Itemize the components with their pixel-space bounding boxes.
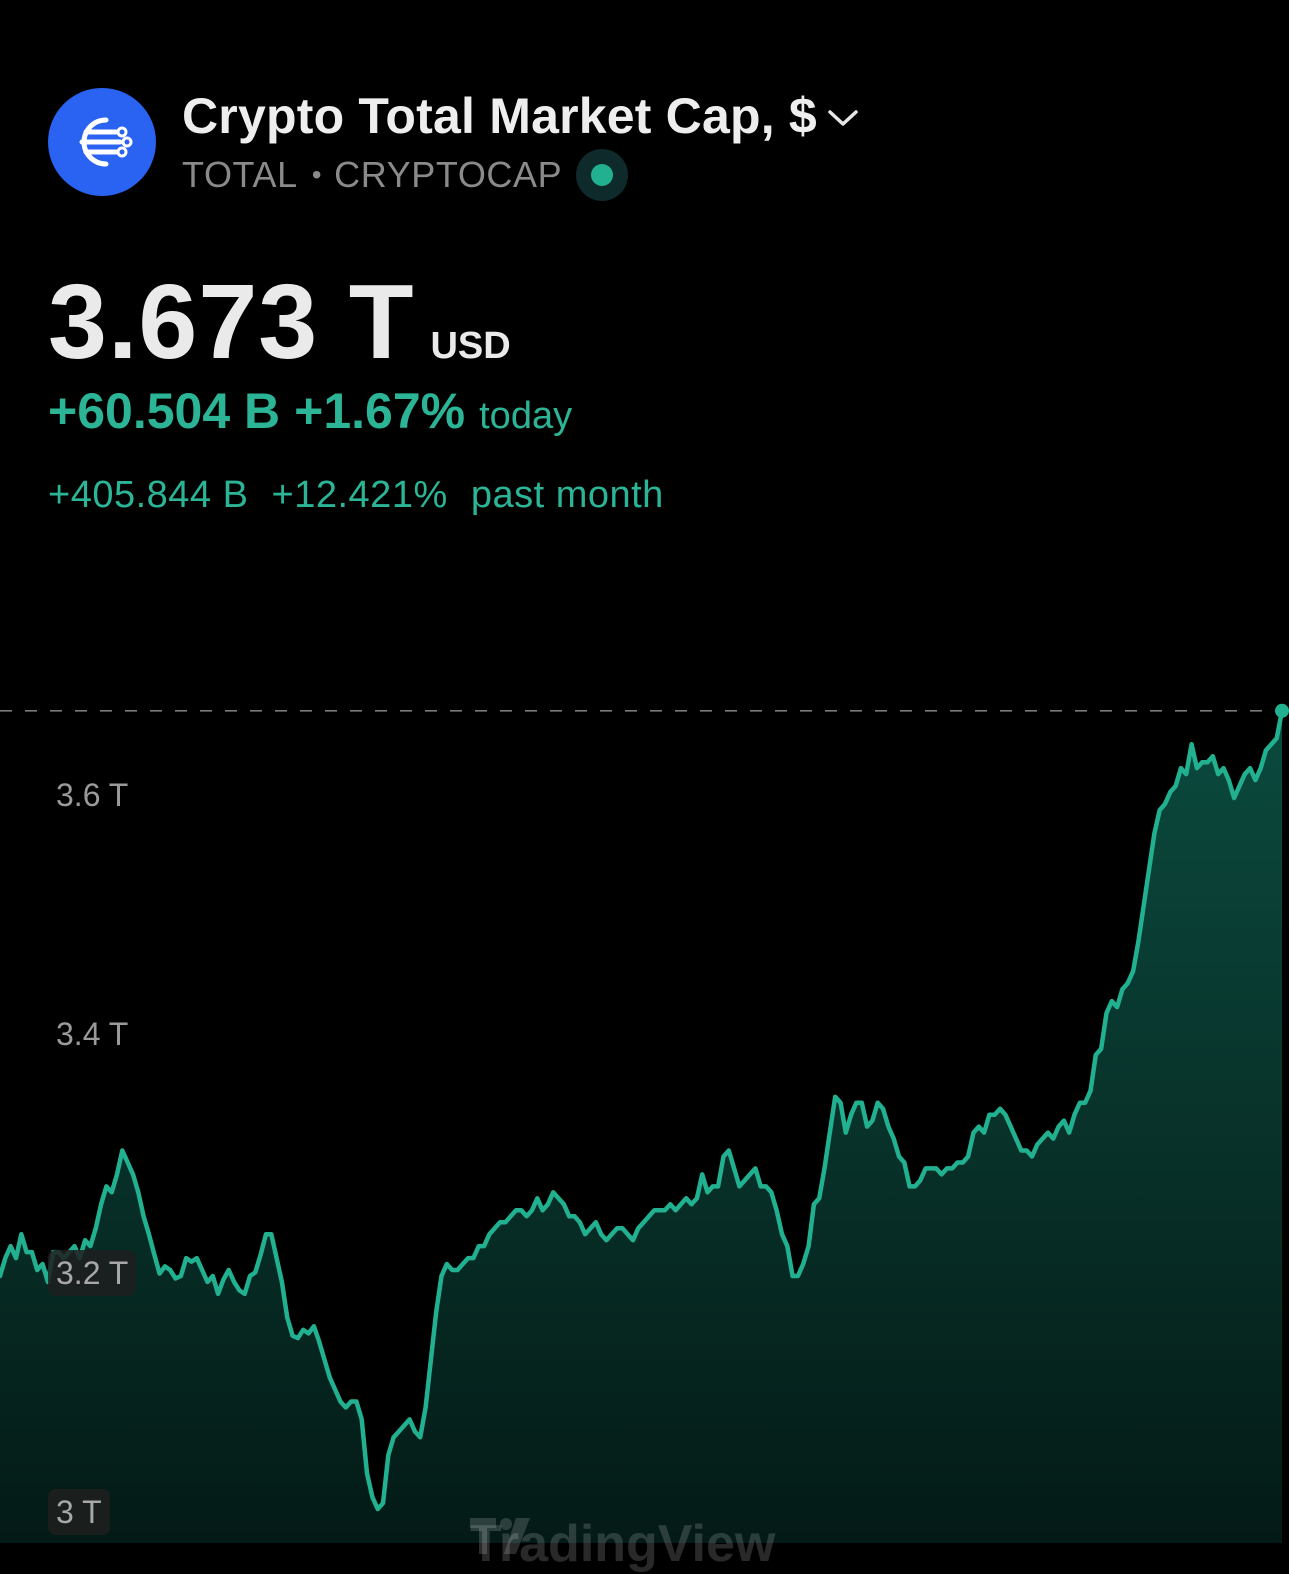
last-point-marker [1275, 703, 1289, 718]
last-price: 3.673 T USD [48, 262, 511, 383]
today-change-value: +60.504 B [48, 383, 281, 439]
today-label: today [479, 395, 573, 437]
watermark-text: TradingView [470, 1515, 776, 1573]
separator-dot: • [311, 159, 323, 190]
y-axis-tick-label: 3 T [48, 1489, 110, 1535]
market-status-icon[interactable] [576, 149, 629, 201]
market-status-dot [591, 164, 614, 186]
market-cap-icon [79, 117, 133, 167]
y-axis-tick-label: 3.2 T [48, 1250, 137, 1296]
price-value: 3.673 T [48, 263, 415, 381]
month-change-percent: +12.421% [271, 474, 448, 516]
symbol-header: Crypto Total Market Cap, $ TOTAL • CRYPT… [48, 86, 1248, 206]
symbol-title: Crypto Total Market Cap, $ [182, 88, 817, 144]
exchange-name: CRYPTOCAP [334, 154, 563, 195]
y-axis-tick-label: 3.6 T [56, 777, 129, 813]
symbol-title-dropdown[interactable]: Crypto Total Market Cap, $ [182, 86, 859, 146]
month-change: +405.844 B +12.421% past month [48, 474, 664, 517]
symbol-subtitle: TOTAL • CRYPTOCAP [182, 148, 629, 202]
month-label: past month [470, 474, 664, 516]
tradingview-watermark: TradingView [470, 1514, 775, 1574]
price-currency: USD [430, 325, 511, 367]
tradingview-logo-icon [470, 1518, 530, 1554]
series-line [0, 708, 1285, 1512]
symbol-logo [48, 88, 156, 196]
today-change-percent: +1.67% [294, 383, 466, 439]
y-axis-tick-label: 3.4 T [56, 1016, 129, 1052]
month-change-value: +405.844 B [48, 474, 249, 516]
symbol-ticker: TOTAL [182, 154, 298, 195]
chevron-down-icon[interactable] [827, 108, 859, 128]
series-area-fill [0, 710, 1282, 1543]
today-change: +60.504 B +1.67% today [48, 382, 572, 440]
